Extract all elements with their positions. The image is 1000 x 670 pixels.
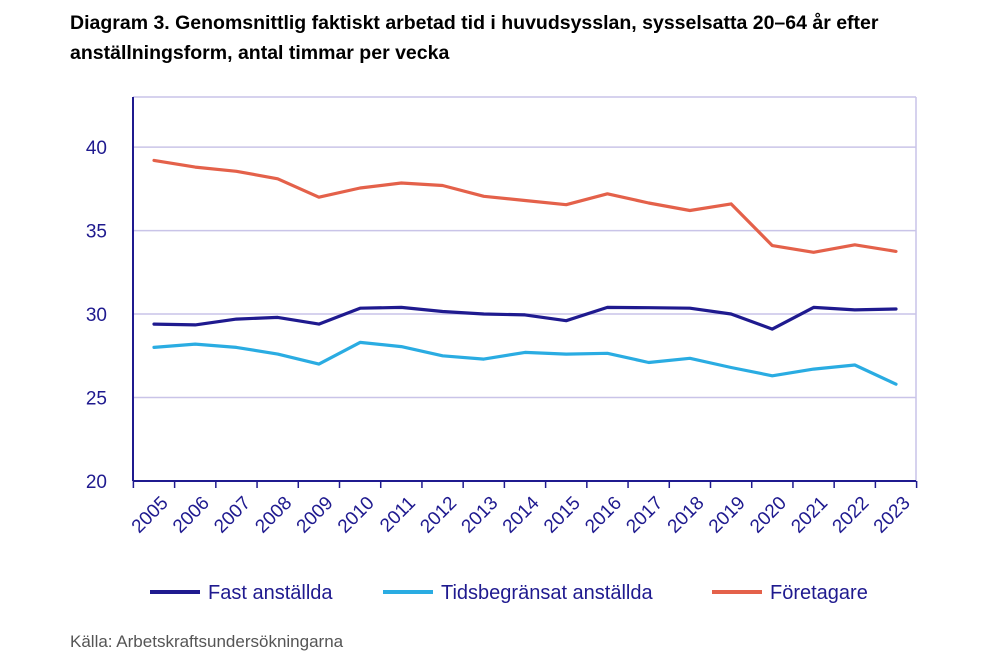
x-tick-label-2015: 2015	[540, 493, 585, 538]
y-tick-label-25: 25	[86, 389, 107, 410]
x-tick-label-2016: 2016	[581, 493, 626, 538]
x-tick-label-2023: 2023	[870, 493, 915, 538]
x-tick-label-2012: 2012	[416, 493, 461, 538]
x-tick-label-2022: 2022	[829, 493, 874, 538]
x-tick-label-2011: 2011	[376, 493, 420, 537]
x-tick-label-2014: 2014	[499, 492, 544, 537]
legend-label-3: Företagare	[770, 582, 868, 604]
x-tick-label-2008: 2008	[252, 493, 297, 538]
source-note: Källa: Arbetskraftsundersökningarna	[70, 632, 344, 651]
x-tick-label-2009: 2009	[293, 493, 338, 538]
legend: Fast anställda Tidsbegränsat anställda För…	[150, 582, 868, 604]
x-tick-label-2019: 2019	[705, 493, 750, 538]
x-tick-label-2017: 2017	[623, 493, 668, 538]
x-tick-label-2010: 2010	[334, 493, 379, 538]
gridlines	[133, 96, 917, 481]
series-lines	[152, 158, 898, 386]
y-tick-label-35: 35	[86, 222, 107, 243]
x-tick-label-2006: 2006	[169, 493, 214, 538]
y-tick-label-30: 30	[86, 305, 107, 326]
x-tick-label-2013: 2013	[458, 493, 503, 538]
y-tick-label-40: 40	[86, 138, 107, 159]
chart-title: Diagram 3. Genomsnittlig faktiskt arbeta…	[70, 12, 879, 64]
series-line-3	[152, 158, 898, 254]
x-tick-label-2021: 2021	[787, 493, 832, 538]
x-tick-label-2007: 2007	[210, 493, 255, 538]
x-tick-label-2018: 2018	[664, 493, 709, 538]
y-tick-label-20: 20	[86, 472, 107, 493]
series-line-1	[152, 305, 898, 331]
legend-label-2: Tidsbegränsat anställda	[441, 582, 653, 604]
x-tick-label-2020: 2020	[746, 493, 791, 538]
legend-label-1: Fast anställda	[208, 582, 333, 604]
x-axis-ticks: 2005200620072008200920102011201220132014…	[128, 492, 915, 537]
series-line-2	[152, 340, 898, 386]
y-axis-ticks: 20 25 30 35 40	[86, 138, 107, 493]
x-tick-label-2005: 2005	[128, 493, 173, 538]
axes	[132, 97, 918, 488]
